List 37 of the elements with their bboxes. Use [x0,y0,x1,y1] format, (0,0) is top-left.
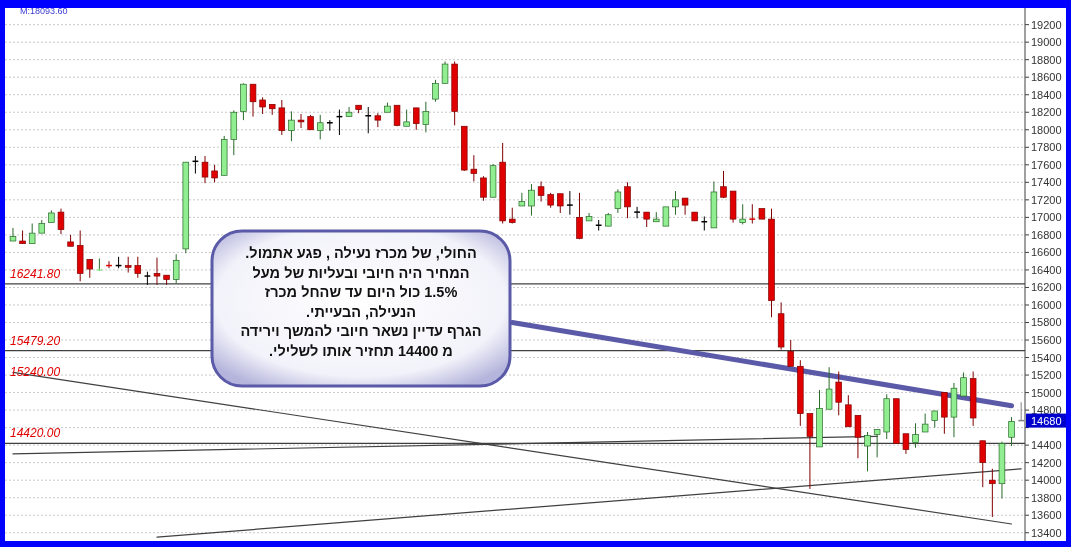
ref-line-label: 16241.80 [10,266,61,281]
y-tick-label: 16800 [1031,228,1062,241]
y-tick-label: 14200 [1031,456,1062,469]
series-label: 15240.00 [10,365,61,380]
y-tick-label: 16200 [1031,281,1062,294]
y-tick-label: 18200 [1031,106,1062,119]
y-tick-label: 18400 [1031,88,1062,101]
y-tick-label: 17400 [1031,176,1062,189]
y-tick-label: 17600 [1031,158,1062,171]
y-tick-label: 19200 [1031,18,1062,31]
y-tick-label: 18600 [1031,71,1062,84]
annotation: M:18093.60 [20,6,68,16]
y-tick-label: 15200 [1031,369,1062,382]
y-tick-label: 18000 [1031,123,1062,136]
y-tick-label: 13600 [1031,509,1062,522]
y-tick-label: 15400 [1031,351,1062,364]
y-tick-label: 17000 [1031,211,1062,224]
y-tick-label: 13800 [1031,491,1062,504]
y-tick-label: 18800 [1031,53,1062,66]
y-tick-label: 17200 [1031,193,1062,206]
y-tick-label: 16000 [1031,298,1062,311]
y-tick-label: 17800 [1031,141,1062,154]
ref-line-label: 15479.20 [10,333,61,348]
callout: החולי, של מכרז נעילה , פגע אתמול. המחיר היה חיובי ובעליות של מעל 1.5% כול היום עד שהחל מכרז הנעילה, הבעייתי. הגרף עדיין נשאר חיובי להמשך וירידה מ 14400 תחזיר אותו לשלילי. [210,229,512,388]
y-tick-label: 14000 [1031,474,1062,487]
y-tick-label: 19000 [1031,36,1062,49]
y-tick-label: 15600 [1031,334,1062,347]
y-tick-label: 13400 [1031,526,1062,539]
y-tick-label: 16600 [1031,246,1062,259]
annotation: 14680 [1031,414,1062,427]
y-tick-label: 14400 [1031,439,1062,452]
y-tick-label: 15800 [1031,316,1062,329]
y-tick-label: 14800 [1031,404,1062,417]
y-tick-label: 15000 [1031,386,1062,399]
annotation: החולי, של מכרז נעילה , פגע אתמול. המחיר היה חיובי ובעליות של מעל 1.5% כול היום עד שהחל מכרז הנעילה, הבעייתי. הגרף עדיין נשאר חיובי להמשך וירידה מ 14400 תחזיר אותו לשלילי. [240,245,482,359]
ref-line-label: 14420.00 [10,426,61,441]
y-tick-label: 16400 [1031,263,1062,276]
